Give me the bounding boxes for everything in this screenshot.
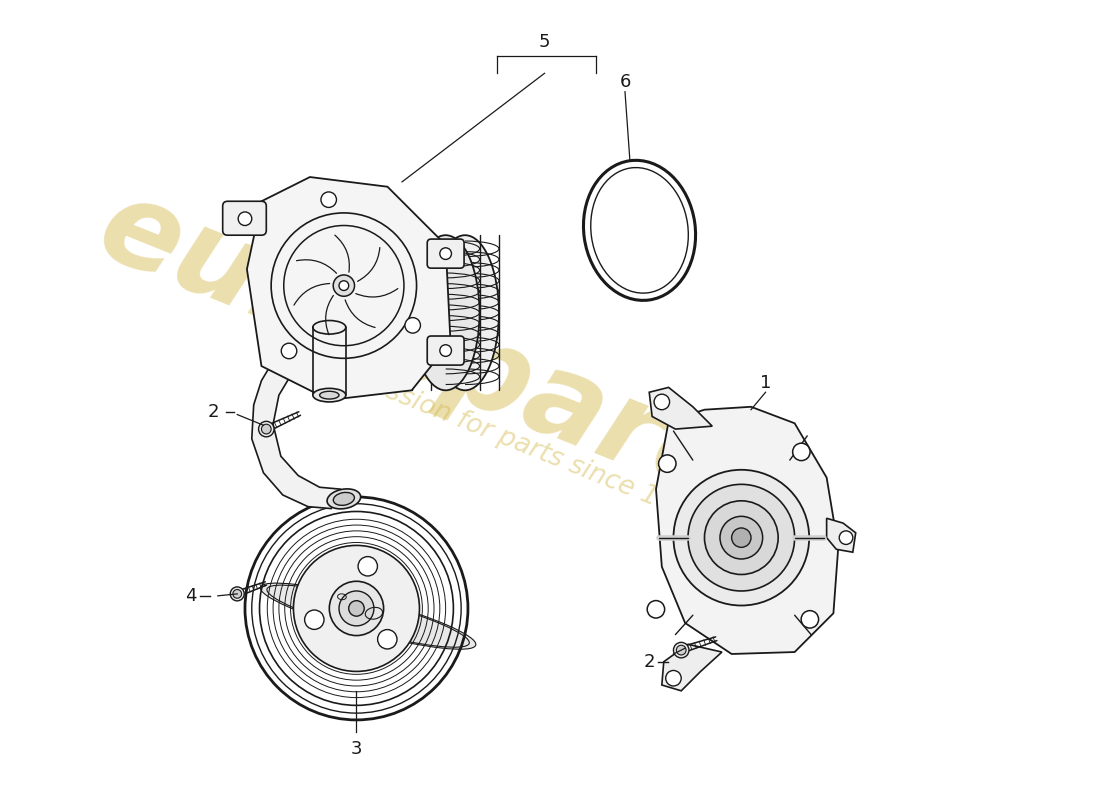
Circle shape [732,528,751,547]
Circle shape [294,546,419,671]
Text: 4: 4 [185,587,197,605]
Polygon shape [662,644,722,691]
Circle shape [377,630,397,649]
Circle shape [339,281,349,290]
Circle shape [839,531,853,545]
Ellipse shape [261,583,476,650]
Ellipse shape [411,235,480,390]
Text: 2: 2 [644,653,654,670]
Circle shape [333,275,354,296]
Circle shape [654,394,670,410]
Polygon shape [656,406,838,654]
Circle shape [349,601,364,616]
Text: 2: 2 [207,402,219,421]
Ellipse shape [312,388,345,402]
FancyBboxPatch shape [222,202,266,235]
Circle shape [440,345,451,356]
Circle shape [688,484,794,591]
Circle shape [647,601,664,618]
Text: 3: 3 [351,740,362,758]
Text: 6: 6 [619,73,630,91]
Circle shape [405,318,420,333]
Circle shape [359,557,377,576]
Polygon shape [252,356,341,509]
Polygon shape [649,387,712,429]
FancyBboxPatch shape [427,336,464,365]
Polygon shape [826,518,856,552]
Circle shape [704,501,778,574]
Ellipse shape [333,493,354,506]
Text: 5: 5 [539,34,550,51]
Circle shape [720,516,762,559]
Circle shape [666,670,681,686]
Text: eurospares: eurospares [82,168,818,554]
Circle shape [230,587,244,601]
Circle shape [673,470,810,606]
Circle shape [673,642,689,658]
Ellipse shape [312,321,345,334]
Circle shape [282,343,297,358]
Text: 1: 1 [760,374,771,391]
Circle shape [440,248,451,259]
Circle shape [239,212,252,226]
Circle shape [233,590,242,598]
Circle shape [801,610,818,628]
Ellipse shape [267,585,470,647]
Ellipse shape [431,235,499,390]
Circle shape [339,591,374,626]
Circle shape [258,422,274,437]
Ellipse shape [327,489,361,509]
Circle shape [676,646,686,655]
Circle shape [659,455,676,472]
Ellipse shape [320,391,339,399]
FancyBboxPatch shape [427,239,464,268]
Text: a passion for parts since 1985: a passion for parts since 1985 [329,357,708,530]
Polygon shape [246,177,451,400]
Circle shape [329,582,384,635]
Circle shape [305,610,324,630]
Circle shape [793,443,810,461]
Circle shape [321,192,337,207]
Circle shape [262,424,272,434]
